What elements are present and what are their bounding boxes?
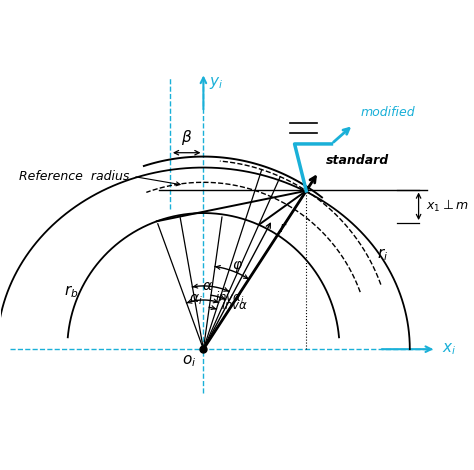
Text: $\varphi$: $\varphi$ [231,259,243,274]
Text: modified: modified [360,106,415,119]
Text: $r_i$: $r_i$ [377,246,389,263]
Text: $inv\alpha$: $inv\alpha$ [221,298,249,312]
Text: $o_i$: $o_i$ [182,353,196,369]
Text: $y_i$: $y_i$ [209,75,223,91]
Text: $\alpha$: $\alpha$ [201,279,212,293]
Text: $x_i$: $x_i$ [442,341,456,357]
Text: $\beta$: $\beta$ [181,127,192,147]
Text: Reference  radius: Reference radius [19,170,129,183]
Text: $x_1 \bot m$: $x_1 \bot m$ [426,198,468,214]
Text: $r_b$: $r_b$ [64,284,79,300]
Text: $inv\alpha_i$: $inv\alpha_i$ [215,290,245,306]
Text: $r$: $r$ [279,221,288,235]
Text: standard: standard [326,155,389,167]
Text: $\alpha_i$: $\alpha_i$ [189,293,202,307]
